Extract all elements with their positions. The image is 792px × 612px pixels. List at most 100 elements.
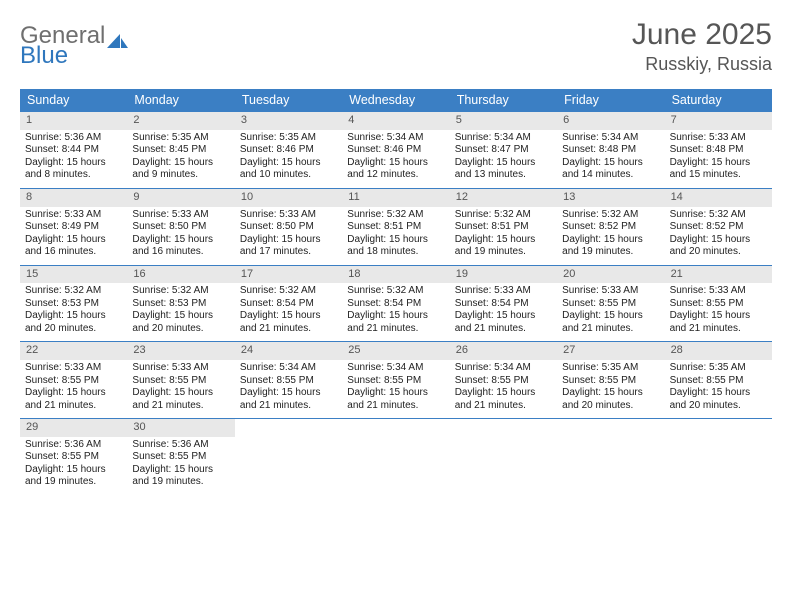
day-cell: 28 Sunrise: 5:35 AMSunset: 8:55 PMDayligh…: [665, 342, 772, 418]
day-number: 18: [342, 266, 449, 284]
sunset-line: Sunset: 8:55 PM: [562, 298, 659, 311]
day-body: Sunrise: 5:32 AMSunset: 8:52 PMDaylight:…: [557, 207, 664, 265]
daylight-line: Daylight: 15 hours and 15 minutes.: [670, 157, 767, 182]
day-cell: 19Sunrise: 5:33 AMSunset: 8:54 PMDayligh…: [450, 266, 557, 342]
daylight-line: Daylight: 15 hours and 21 minutes.: [240, 387, 337, 412]
sunrise-line: Sunrise: 5:36 AM: [132, 439, 229, 452]
sunset-line: Sunset: 8:51 PM: [347, 221, 444, 234]
sunrise-line: Sunrise: 5:32 AM: [240, 285, 337, 298]
day-body: Sunrise: 5:32 AMSunset: 8:51 PMDaylight:…: [450, 207, 557, 265]
day-cell: 23Sunrise: 5:33 AMSunset: 8:55 PMDayligh…: [127, 342, 234, 418]
daylight-line: Daylight: 15 hours and 19 minutes.: [455, 234, 552, 259]
day-cell: [557, 419, 664, 495]
sunset-line: Sunset: 8:55 PM: [347, 375, 444, 388]
daylight-line: Daylight: 15 hours and 21 minutes.: [347, 310, 444, 335]
daylight-line: Daylight: 15 hours and 21 minutes.: [670, 310, 767, 335]
sunset-line: Sunset: 8:44 PM: [25, 144, 122, 157]
day-number: 30: [127, 419, 234, 437]
day-body: Sunrise: 5:34 AMSunset: 8:55 PMDaylight:…: [450, 360, 557, 418]
day-cell: 21Sunrise: 5:33 AMSunset: 8:55 PMDayligh…: [665, 266, 772, 342]
sunrise-line: Sunrise: 5:34 AM: [347, 132, 444, 145]
dow-tuesday: Tuesday: [235, 89, 342, 112]
day-cell: 26Sunrise: 5:34 AMSunset: 8:55 PMDayligh…: [450, 342, 557, 418]
day-number: 26: [450, 342, 557, 360]
sunset-line: Sunset: 8:49 PM: [25, 221, 122, 234]
sunrise-line: Sunrise: 5:32 AM: [25, 285, 122, 298]
day-cell: 5Sunrise: 5:34 AMSunset: 8:47 PMDaylight…: [450, 112, 557, 188]
dow-header-row: SundayMondayTuesdayWednesdayThursdayFrid…: [20, 89, 772, 112]
day-body: Sunrise: 5:36 AMSunset: 8:55 PMDaylight:…: [127, 437, 234, 495]
daylight-line: Daylight: 15 hours and 20 minutes.: [132, 310, 229, 335]
day-body: Sunrise: 5:32 AMSunset: 8:53 PMDaylight:…: [20, 283, 127, 341]
daylight-line: Daylight: 15 hours and 20 minutes.: [670, 234, 767, 259]
sunset-line: Sunset: 8:52 PM: [562, 221, 659, 234]
day-body: Sunrise: 5:33 AMSunset: 8:55 PMDaylight:…: [557, 283, 664, 341]
sunset-line: Sunset: 8:50 PM: [132, 221, 229, 234]
sunrise-line: Sunrise: 5:33 AM: [132, 362, 229, 375]
sunset-line: Sunset: 8:55 PM: [132, 375, 229, 388]
brand-logo: GeneralBlue: [20, 24, 131, 68]
day-body: Sunrise: 5:33 AMSunset: 8:48 PMDaylight:…: [665, 130, 772, 188]
day-cell: 15Sunrise: 5:32 AMSunset: 8:53 PMDayligh…: [20, 266, 127, 342]
sunrise-line: Sunrise: 5:33 AM: [670, 132, 767, 145]
sunset-line: Sunset: 8:54 PM: [240, 298, 337, 311]
daylight-line: Daylight: 15 hours and 8 minutes.: [25, 157, 122, 182]
sunrise-line: Sunrise: 5:35 AM: [670, 362, 767, 375]
sunset-line: Sunset: 8:55 PM: [670, 375, 767, 388]
sunset-line: Sunset: 8:53 PM: [132, 298, 229, 311]
sunrise-line: Sunrise: 5:33 AM: [25, 362, 122, 375]
day-number: 17: [235, 266, 342, 284]
day-body: Sunrise: 5:34 AMSunset: 8:47 PMDaylight:…: [450, 130, 557, 188]
daylight-line: Daylight: 15 hours and 19 minutes.: [25, 464, 122, 489]
day-cell: 8Sunrise: 5:33 AMSunset: 8:49 PMDaylight…: [20, 189, 127, 265]
sunrise-line: Sunrise: 5:36 AM: [25, 132, 122, 145]
sunrise-line: Sunrise: 5:32 AM: [132, 285, 229, 298]
sunrise-line: Sunrise: 5:32 AM: [347, 285, 444, 298]
day-number: 9: [127, 189, 234, 207]
day-number: 8: [20, 189, 127, 207]
day-body: Sunrise: 5:33 AMSunset: 8:55 PMDaylight:…: [20, 360, 127, 418]
location-label: Russkiy, Russia: [632, 54, 772, 75]
dow-friday: Friday: [557, 89, 664, 112]
daylight-line: Daylight: 15 hours and 20 minutes.: [670, 387, 767, 412]
day-number: 4: [342, 112, 449, 130]
daylight-line: Daylight: 15 hours and 21 minutes.: [240, 310, 337, 335]
dow-thursday: Thursday: [450, 89, 557, 112]
day-cell: 12Sunrise: 5:32 AMSunset: 8:51 PMDayligh…: [450, 189, 557, 265]
dow-monday: Monday: [127, 89, 234, 112]
sunrise-line: Sunrise: 5:32 AM: [562, 209, 659, 222]
sunrise-line: Sunrise: 5:33 AM: [670, 285, 767, 298]
sunset-line: Sunset: 8:54 PM: [347, 298, 444, 311]
day-number: 12: [450, 189, 557, 207]
day-body: Sunrise: 5:34 AMSunset: 8:55 PMDaylight:…: [342, 360, 449, 418]
day-cell: 9Sunrise: 5:33 AMSunset: 8:50 PMDaylight…: [127, 189, 234, 265]
sunrise-line: Sunrise: 5:32 AM: [455, 209, 552, 222]
sunrise-line: Sunrise: 5:33 AM: [132, 209, 229, 222]
day-number: 22: [20, 342, 127, 360]
day-cell: 30Sunrise: 5:36 AMSunset: 8:55 PMDayligh…: [127, 419, 234, 495]
day-number: 28: [665, 342, 772, 360]
sunset-line: Sunset: 8:55 PM: [670, 298, 767, 311]
daylight-line: Daylight: 15 hours and 20 minutes.: [25, 310, 122, 335]
day-cell: 22Sunrise: 5:33 AMSunset: 8:55 PMDayligh…: [20, 342, 127, 418]
day-cell: 1Sunrise: 5:36 AMSunset: 8:44 PMDaylight…: [20, 112, 127, 188]
sunrise-line: Sunrise: 5:33 AM: [25, 209, 122, 222]
daylight-line: Daylight: 15 hours and 21 minutes.: [132, 387, 229, 412]
day-cell: [342, 419, 449, 495]
day-body: Sunrise: 5:32 AMSunset: 8:54 PMDaylight:…: [235, 283, 342, 341]
sunrise-line: Sunrise: 5:34 AM: [347, 362, 444, 375]
day-number: 14: [665, 189, 772, 207]
day-number: 6: [557, 112, 664, 130]
day-body: Sunrise: 5:34 AMSunset: 8:46 PMDaylight:…: [342, 130, 449, 188]
day-cell: 20Sunrise: 5:33 AMSunset: 8:55 PMDayligh…: [557, 266, 664, 342]
sunset-line: Sunset: 8:53 PM: [25, 298, 122, 311]
day-cell: 25Sunrise: 5:34 AMSunset: 8:55 PMDayligh…: [342, 342, 449, 418]
daylight-line: Daylight: 15 hours and 17 minutes.: [240, 234, 337, 259]
day-cell: 11Sunrise: 5:32 AMSunset: 8:51 PMDayligh…: [342, 189, 449, 265]
day-cell: [665, 419, 772, 495]
daylight-line: Daylight: 15 hours and 20 minutes.: [562, 387, 659, 412]
day-body: Sunrise: 5:35 AMSunset: 8:46 PMDaylight:…: [235, 130, 342, 188]
sunset-line: Sunset: 8:55 PM: [562, 375, 659, 388]
sunset-line: Sunset: 8:55 PM: [132, 451, 229, 464]
sunset-line: Sunset: 8:54 PM: [455, 298, 552, 311]
